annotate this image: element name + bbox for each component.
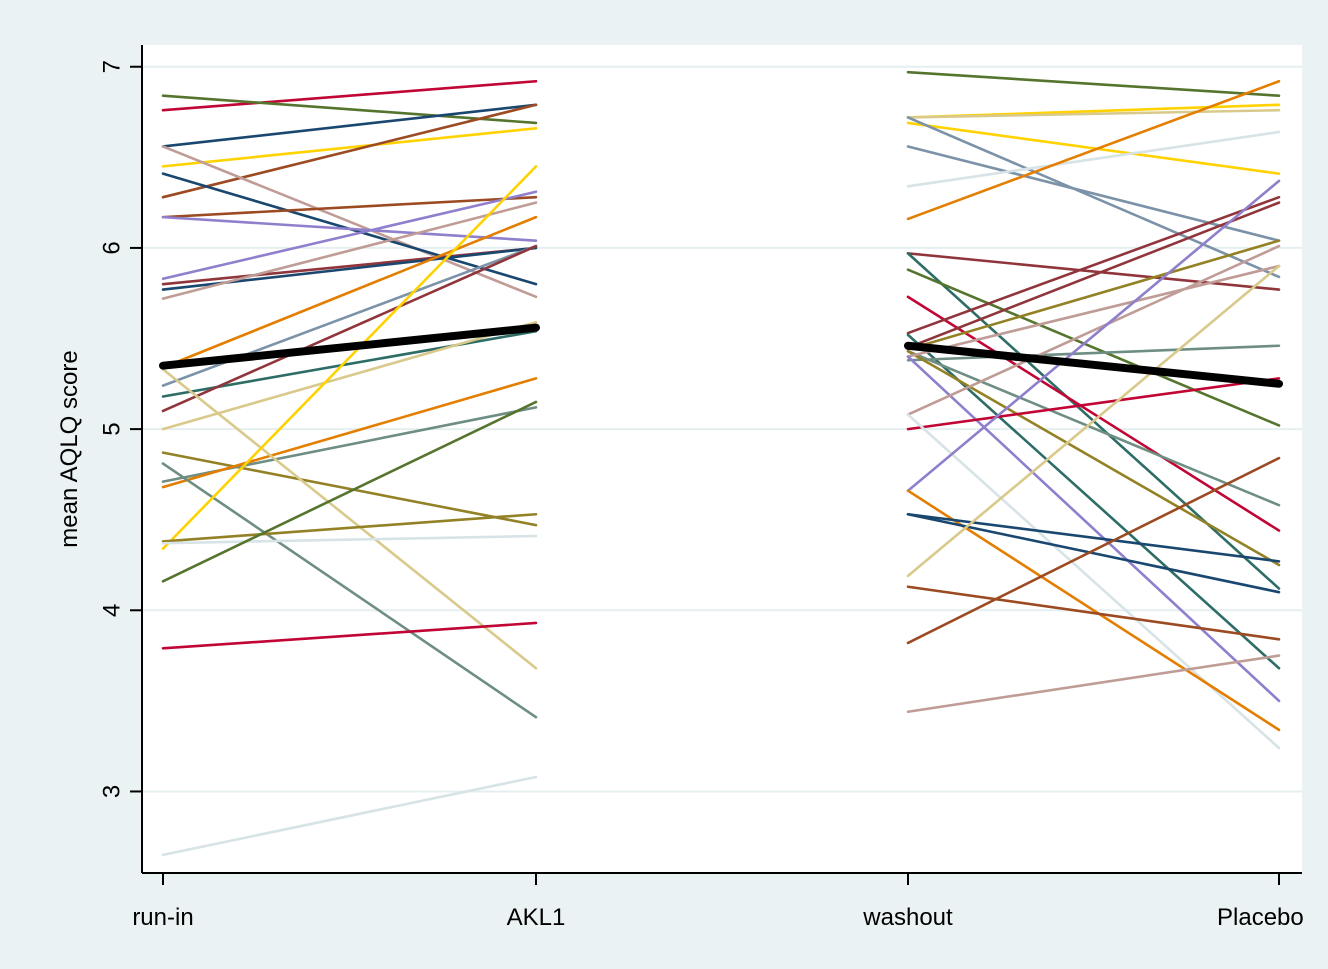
subject-line-period1-13 <box>161 201 538 300</box>
subject-line-period2-29 <box>906 264 1281 578</box>
subject-line-period2-9 <box>906 252 1281 291</box>
subject-line-period1-29 <box>161 775 538 857</box>
subject-line-period2-1 <box>906 70 1281 98</box>
subject-line-period1-17 <box>161 244 538 413</box>
subject-line-period1-21 <box>161 377 538 489</box>
mean-lines <box>159 323 1283 388</box>
subject-line-period2-32 <box>906 654 1281 714</box>
subject-line-period2-11 <box>906 268 1281 427</box>
subject-line-period1-2 <box>161 94 538 125</box>
subject-line-period1-14 <box>161 215 538 369</box>
grid-lines <box>142 65 1302 793</box>
subject-line-period1-28 <box>161 621 538 650</box>
subject-line-period1-4 <box>161 127 538 168</box>
x-tick-label-4: Placebo <box>1217 904 1304 931</box>
subject-line-period1-8 <box>161 195 538 219</box>
subject-line-period1-27 <box>161 400 538 583</box>
axes <box>141 45 1302 874</box>
subject-line-period2-3 <box>906 108 1281 119</box>
y-tick-label-6: 6 <box>98 241 125 254</box>
subject-line-period2-6 <box>906 145 1281 242</box>
y-tick-label-5: 5 <box>98 422 125 435</box>
subject-line-period2-18 <box>906 349 1281 507</box>
subject-lines <box>161 70 1281 857</box>
subject-line-period1-9 <box>161 215 538 242</box>
x-tick-label-1: run-in <box>132 904 193 931</box>
subject-line-period1-6 <box>161 145 538 299</box>
subject-line-period2-25 <box>906 179 1281 493</box>
subject-line-period2-14 <box>906 201 1281 349</box>
subject-line-period2-27 <box>906 512 1281 563</box>
x-tick-label-2: AKL1 <box>507 904 566 931</box>
subject-line-period1-3 <box>161 103 538 148</box>
subject-line-period2-17 <box>906 344 1281 362</box>
subject-line-period1-16 <box>161 329 538 398</box>
subject-line-period2-20 <box>906 264 1281 358</box>
subject-line-period2-31 <box>906 456 1281 645</box>
subject-line-period2-15 <box>906 239 1281 351</box>
subject-line-period2-26 <box>906 489 1281 732</box>
subject-line-period1-19 <box>161 451 538 527</box>
subject-line-period2-4 <box>906 121 1281 175</box>
x-tick-label-3: washout <box>862 904 953 931</box>
subject-line-period2-16 <box>906 333 1281 670</box>
subject-line-period2-12 <box>906 295 1281 532</box>
subject-line-period2-21 <box>906 355 1281 703</box>
subject-line-period1-10 <box>161 190 538 281</box>
subject-line-period2-7 <box>906 130 1281 188</box>
subject-line-period1-5 <box>161 103 538 199</box>
y-tick-label-4: 4 <box>98 604 125 617</box>
subject-line-period1-23 <box>161 368 538 670</box>
subject-line-period1-1 <box>161 79 538 112</box>
subject-line-period2-5 <box>906 116 1281 279</box>
subject-line-period1-26 <box>161 534 538 545</box>
subject-line-period1-25 <box>161 512 538 543</box>
plot-area <box>142 45 1302 873</box>
mean-line-2 <box>904 341 1283 388</box>
y-tick-label-7: 7 <box>98 60 125 73</box>
subject-line-period2-13 <box>906 195 1281 335</box>
mean-line-1 <box>159 323 540 370</box>
subject-line-period1-22 <box>161 462 538 719</box>
subject-line-period2-22 <box>906 244 1281 416</box>
y-axis-title: mean AQLQ score <box>56 350 83 547</box>
subject-line-period1-24 <box>161 165 538 550</box>
subject-line-period2-24 <box>906 413 1281 750</box>
y-tick-label-3: 3 <box>98 785 125 798</box>
y-ticks: 3 4 5 6 7 <box>98 60 142 798</box>
subject-line-period2-23 <box>906 377 1281 431</box>
x-ticks: run-in AKL1 washout Placebo <box>132 873 1304 931</box>
subject-line-period1-18 <box>161 320 538 431</box>
subject-line-period2-28 <box>906 512 1281 594</box>
subject-line-period2-8 <box>906 79 1281 221</box>
subject-line-period2-30 <box>906 585 1281 641</box>
